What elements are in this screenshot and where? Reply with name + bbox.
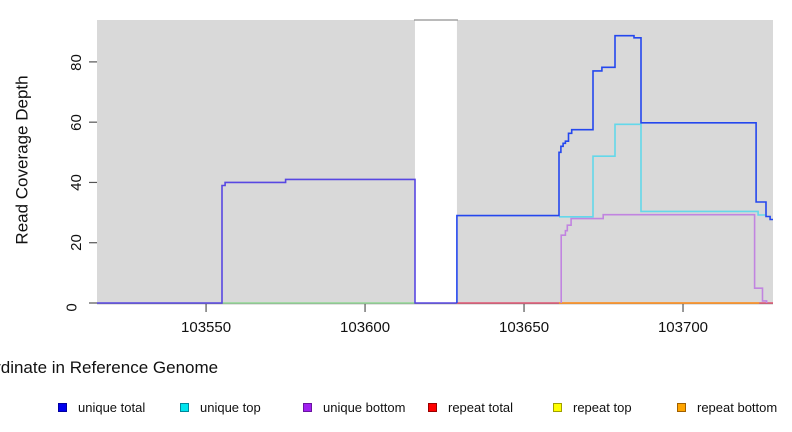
x-tick-label: 103700 [657,318,709,336]
y-tick-label: 80 [67,53,85,71]
series-line [560,213,768,303]
x-tick-label: 103600 [340,318,391,336]
y-axis-title: Read Coverage Depth [12,75,32,245]
gap-band [414,20,457,303]
series-line [97,178,457,304]
y-tick-label: 0 [63,303,81,312]
y-tick-label: 20 [67,234,85,252]
x-axis-title: Coordinate in Reference Genome [0,358,219,377]
y-tick-label: 60 [67,113,85,131]
series-line [456,34,773,303]
x-tick-label: 103550 [181,318,232,336]
y-tick-label: 40 [67,174,85,191]
series-line [559,123,766,218]
x-tick-label: 103650 [498,318,550,336]
